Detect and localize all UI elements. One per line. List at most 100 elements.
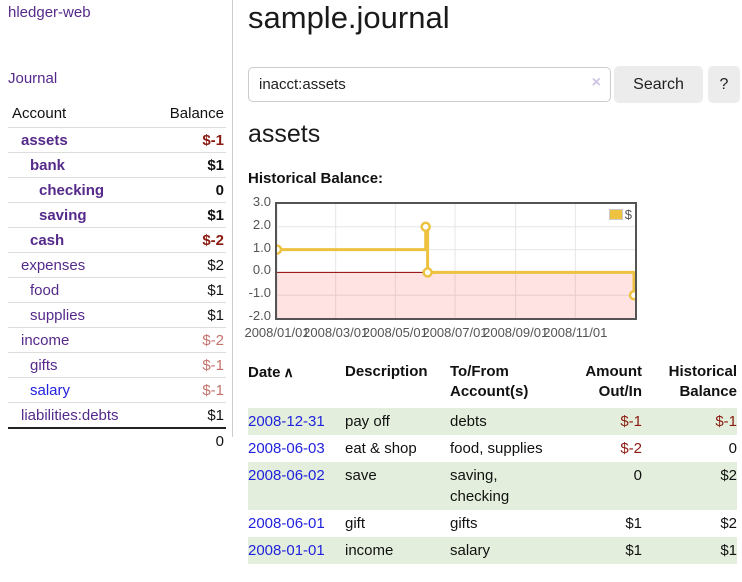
- sidebar-item-journal[interactable]: Journal: [8, 70, 58, 87]
- register-amount-cell: $-2: [620, 440, 642, 457]
- account-balance: $-2: [149, 327, 226, 353]
- account-row: checking 0: [8, 177, 226, 203]
- x-tick-label: 2008/09/01: [483, 325, 549, 340]
- account-name-cell: supplies: [8, 302, 150, 328]
- sidebar-account-link-saving[interactable]: saving: [39, 206, 87, 224]
- register-accounts-cell: food, supplies: [450, 440, 543, 457]
- y-tick-label: 0.0: [252, 262, 271, 278]
- search-bar: × Search ?: [248, 66, 740, 103]
- register-table-container: Date ∧ Description To/From Account(s) Amo…: [248, 360, 737, 564]
- account-balance: $1: [149, 302, 226, 328]
- account-heading: assets: [248, 120, 321, 148]
- register-date-cell: 2008-06-01: [248, 510, 345, 537]
- help-button[interactable]: ?: [708, 66, 740, 103]
- sidebar-account-link-bank[interactable]: bank: [30, 156, 66, 174]
- register-accounts-cell: saving, checking: [450, 462, 581, 510]
- register-date-cell: 2008-12-31: [248, 408, 345, 435]
- sidebar-account-link-salary[interactable]: salary: [30, 381, 71, 399]
- register-row: 2008-01-01 income salary $1 $1: [248, 537, 737, 564]
- accounts-total-value: 0: [149, 427, 226, 453]
- register-amount-cell: $-1: [581, 408, 642, 435]
- transaction-date-link[interactable]: 2008-06-03: [248, 440, 325, 457]
- account-name-cell: gifts: [8, 352, 150, 378]
- register-date-cell: 2008-06-02: [248, 462, 345, 510]
- register-row: 2008-06-01 gift gifts $1 $2: [248, 510, 737, 537]
- register-header-accounts: To/From Account(s): [450, 360, 581, 408]
- account-balance: $-1: [149, 352, 226, 378]
- register-table: Date ∧ Description To/From Account(s) Amo…: [248, 360, 737, 564]
- register-header-row: Date ∧ Description To/From Account(s) Amo…: [248, 360, 737, 408]
- register-description-cell: gift: [345, 515, 366, 532]
- register-accounts-cell: debts: [450, 408, 581, 435]
- sort-ascending-icon: ∧: [283, 364, 294, 380]
- register-description-cell: pay off: [345, 408, 450, 435]
- account-row: cash $-2: [8, 227, 226, 253]
- account-row: income $-2: [8, 327, 226, 353]
- transaction-date-link[interactable]: 2008-06-02: [248, 467, 325, 484]
- sidebar-account-link-gifts[interactable]: gifts: [30, 356, 58, 374]
- accounts-header-account: Account: [12, 105, 67, 122]
- account-name-cell: food: [8, 277, 150, 303]
- register-header-amount-line2: Out/In: [598, 383, 642, 400]
- sidebar-account-link-liabilities-debts[interactable]: liabilities:debts: [21, 406, 119, 424]
- register-amount-cell: 0: [581, 462, 642, 510]
- account-row: assets $-1: [8, 127, 226, 153]
- register-accounts-cell: gifts: [450, 515, 478, 532]
- y-tick-label: 2.0: [252, 216, 271, 232]
- sidebar-account-link-checking[interactable]: checking: [39, 181, 105, 199]
- register-header-accounts-line1: To/From: [450, 363, 509, 380]
- chart-plot-area[interactable]: $: [275, 202, 637, 320]
- sidebar-account-link-assets[interactable]: assets: [21, 131, 68, 149]
- legend-swatch-icon: [608, 209, 623, 220]
- register-balance-cell: 0: [728, 440, 737, 457]
- register-balance-cell: $-1: [642, 408, 737, 435]
- y-tick-label: 3.0: [252, 194, 271, 209]
- register-header-date[interactable]: Date ∧: [248, 360, 345, 408]
- register-header-date-label: Date: [248, 364, 281, 381]
- account-name-cell: checking: [8, 177, 150, 203]
- app-brand-link[interactable]: hledger-web: [8, 4, 91, 21]
- account-name-cell: bank: [8, 152, 150, 178]
- sidebar-account-link-expenses[interactable]: expenses: [21, 256, 86, 274]
- clear-search-icon[interactable]: ×: [591, 74, 601, 91]
- register-header-accounts-line2: Account(s): [450, 383, 529, 400]
- account-balance: $1: [149, 152, 226, 178]
- register-date-cell: 2008-01-01: [248, 537, 345, 564]
- sidebar-account-link-supplies[interactable]: supplies: [30, 306, 86, 324]
- account-balance: 0: [149, 177, 226, 203]
- account-balance: $-2: [149, 227, 226, 253]
- x-tick-label: 2008/07/01: [422, 325, 488, 340]
- account-name-cell: expenses: [8, 252, 150, 278]
- chart-canvas[interactable]: [277, 204, 635, 318]
- legend-label: $: [624, 207, 632, 222]
- account-name-cell: saving: [8, 202, 150, 228]
- register-row: 2008-06-02 save saving, checking 0 $2: [248, 462, 737, 510]
- transaction-date-link[interactable]: 2008-06-01: [248, 515, 325, 532]
- transaction-date-link[interactable]: 2008-12-31: [248, 413, 325, 430]
- accounts-table: Account Balance assets $-1 bank $1 checking 0…: [8, 103, 226, 453]
- sidebar-account-link-food[interactable]: food: [30, 281, 60, 299]
- account-row: bank $1: [8, 152, 226, 178]
- register-description-cell: save: [345, 462, 450, 510]
- y-tick-label: -1.0: [248, 285, 271, 301]
- register-balance-cell: $1: [642, 537, 737, 564]
- sidebar-account-link-income[interactable]: income: [21, 331, 70, 349]
- search-button[interactable]: Search: [614, 66, 703, 103]
- register-row: 2008-06-03 eat & shop food, supplies $-2 0: [248, 435, 737, 462]
- accounts-table-header: Account Balance: [8, 103, 226, 128]
- account-name-cell: cash: [8, 227, 150, 253]
- account-row: food $1: [8, 277, 226, 303]
- historical-balance-chart: $ 3.0 2.0 1.0 0.0 -1.0 -2.0 2008/01/01 2008/03/…: [244, 194, 737, 348]
- x-tick-label: 2008/05/01: [362, 325, 428, 340]
- register-accounts-cell: salary: [450, 537, 581, 564]
- x-tick-label: 2008/03/01: [303, 325, 369, 340]
- main-content: sample.journal × Search ? assets Histori…: [244, 0, 740, 582]
- register-balance-cell: $2: [642, 462, 737, 510]
- chart-legend: $: [608, 207, 632, 222]
- register-amount-cell: $1: [581, 537, 642, 564]
- account-balance: $-1: [149, 127, 226, 153]
- search-input[interactable]: [248, 67, 611, 102]
- transaction-date-link[interactable]: 2008-01-01: [248, 542, 325, 559]
- sidebar-account-link-cash[interactable]: cash: [30, 231, 65, 249]
- register-header-amount: Amount Out/In: [581, 360, 642, 408]
